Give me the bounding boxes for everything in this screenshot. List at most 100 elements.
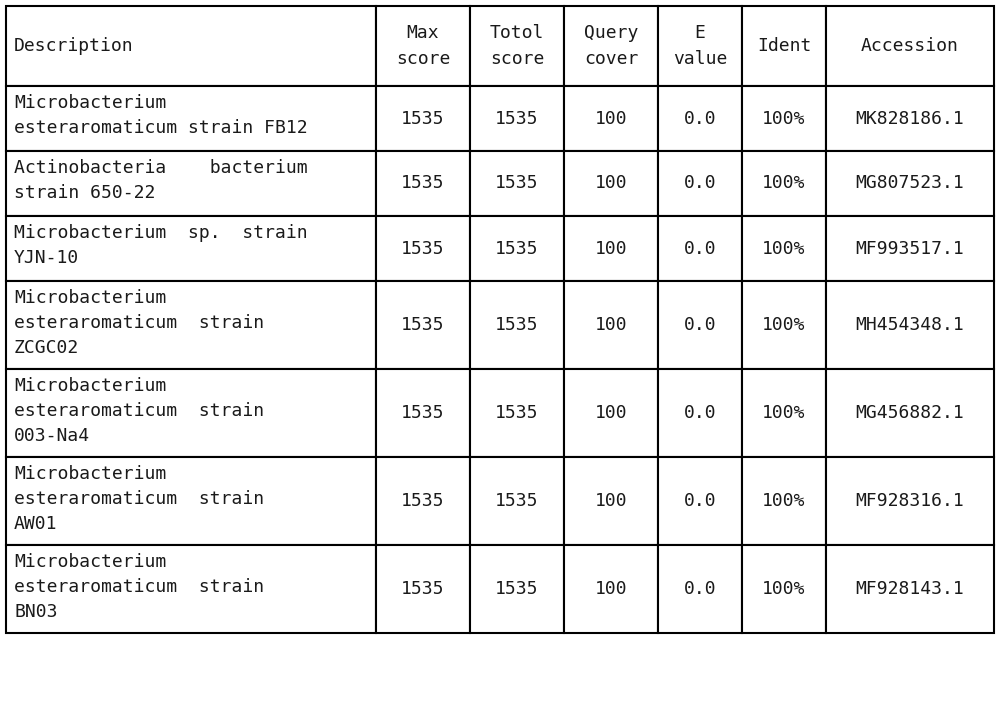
Bar bbox=[564, 457, 658, 545]
Bar bbox=[742, 545, 826, 633]
Text: 100: 100 bbox=[595, 175, 627, 193]
Text: 100%: 100% bbox=[762, 404, 806, 422]
Text: Max
score: Max score bbox=[396, 25, 450, 67]
Bar bbox=[6, 457, 376, 545]
Bar bbox=[826, 545, 994, 633]
Bar bbox=[470, 216, 564, 281]
Text: Microbacterium
esteraromaticum strain FB12: Microbacterium esteraromaticum strain FB… bbox=[14, 94, 308, 137]
Text: MK828186.1: MK828186.1 bbox=[856, 109, 964, 128]
Text: MF928316.1: MF928316.1 bbox=[856, 492, 964, 510]
Bar bbox=[6, 369, 376, 457]
Text: 0.0: 0.0 bbox=[684, 175, 716, 193]
Bar bbox=[826, 457, 994, 545]
Text: 1535: 1535 bbox=[401, 316, 445, 334]
Bar bbox=[376, 369, 470, 457]
Bar bbox=[6, 545, 376, 633]
Bar bbox=[742, 281, 826, 369]
Text: Microbacterium
esteraromaticum  strain
AW01: Microbacterium esteraromaticum strain AW… bbox=[14, 465, 264, 533]
Text: 1535: 1535 bbox=[401, 109, 445, 128]
Bar bbox=[376, 6, 470, 86]
Bar bbox=[742, 457, 826, 545]
Bar bbox=[564, 151, 658, 216]
Text: 1535: 1535 bbox=[401, 240, 445, 257]
Text: 100%: 100% bbox=[762, 109, 806, 128]
Text: 100: 100 bbox=[595, 492, 627, 510]
Text: 1535: 1535 bbox=[401, 492, 445, 510]
Text: 1535: 1535 bbox=[495, 109, 539, 128]
Text: Microbacterium
esteraromaticum  strain
BN03: Microbacterium esteraromaticum strain BN… bbox=[14, 553, 264, 621]
Bar bbox=[742, 369, 826, 457]
Bar bbox=[376, 545, 470, 633]
Bar bbox=[564, 545, 658, 633]
Text: 1535: 1535 bbox=[495, 316, 539, 334]
Text: Ident: Ident bbox=[757, 37, 811, 55]
Text: 0.0: 0.0 bbox=[684, 492, 716, 510]
Bar bbox=[658, 216, 742, 281]
Bar bbox=[742, 6, 826, 86]
Text: 1535: 1535 bbox=[401, 175, 445, 193]
Text: Microbacterium  sp.  strain
YJN-10: Microbacterium sp. strain YJN-10 bbox=[14, 224, 308, 267]
Text: Totol
score: Totol score bbox=[490, 25, 544, 67]
Bar bbox=[742, 86, 826, 151]
Text: 100: 100 bbox=[595, 580, 627, 598]
Text: 100%: 100% bbox=[762, 175, 806, 193]
Bar bbox=[376, 216, 470, 281]
Text: 100: 100 bbox=[595, 404, 627, 422]
Bar bbox=[826, 216, 994, 281]
Text: 100: 100 bbox=[595, 109, 627, 128]
Bar bbox=[658, 86, 742, 151]
Bar bbox=[826, 86, 994, 151]
Bar bbox=[826, 151, 994, 216]
Text: 1535: 1535 bbox=[495, 240, 539, 257]
Bar bbox=[470, 369, 564, 457]
Text: MG807523.1: MG807523.1 bbox=[856, 175, 964, 193]
Text: Accession: Accession bbox=[861, 37, 959, 55]
Bar bbox=[826, 6, 994, 86]
Text: 0.0: 0.0 bbox=[684, 240, 716, 257]
Text: 1535: 1535 bbox=[495, 404, 539, 422]
Text: Microbacterium
esteraromaticum  strain
ZCGC02: Microbacterium esteraromaticum strain ZC… bbox=[14, 289, 264, 357]
Text: Description: Description bbox=[14, 37, 134, 55]
Bar bbox=[6, 86, 376, 151]
Bar bbox=[564, 281, 658, 369]
Bar bbox=[470, 457, 564, 545]
Text: 1535: 1535 bbox=[495, 175, 539, 193]
Bar bbox=[376, 457, 470, 545]
Text: Microbacterium
esteraromaticum  strain
003-Na4: Microbacterium esteraromaticum strain 00… bbox=[14, 377, 264, 445]
Bar bbox=[826, 369, 994, 457]
Text: 0.0: 0.0 bbox=[684, 404, 716, 422]
Text: Query
cover: Query cover bbox=[584, 25, 638, 67]
Bar bbox=[564, 86, 658, 151]
Text: 100%: 100% bbox=[762, 492, 806, 510]
Bar bbox=[470, 6, 564, 86]
Bar bbox=[742, 151, 826, 216]
Text: 100%: 100% bbox=[762, 316, 806, 334]
Text: E
value: E value bbox=[673, 25, 727, 67]
Bar bbox=[376, 86, 470, 151]
Text: MH454348.1: MH454348.1 bbox=[856, 316, 964, 334]
Text: 1535: 1535 bbox=[495, 580, 539, 598]
Text: Actinobacteria    bacterium
strain 650-22: Actinobacteria bacterium strain 650-22 bbox=[14, 159, 308, 202]
Text: MF928143.1: MF928143.1 bbox=[856, 580, 964, 598]
Bar bbox=[658, 6, 742, 86]
Text: MG456882.1: MG456882.1 bbox=[856, 404, 964, 422]
Bar bbox=[564, 369, 658, 457]
Text: 1535: 1535 bbox=[401, 580, 445, 598]
Text: 0.0: 0.0 bbox=[684, 580, 716, 598]
Bar bbox=[658, 545, 742, 633]
Bar bbox=[564, 6, 658, 86]
Bar bbox=[658, 151, 742, 216]
Bar bbox=[742, 216, 826, 281]
Text: 100%: 100% bbox=[762, 240, 806, 257]
Text: 0.0: 0.0 bbox=[684, 316, 716, 334]
Bar bbox=[658, 457, 742, 545]
Text: 100%: 100% bbox=[762, 580, 806, 598]
Text: 100: 100 bbox=[595, 316, 627, 334]
Bar bbox=[470, 545, 564, 633]
Text: 1535: 1535 bbox=[401, 404, 445, 422]
Bar bbox=[376, 151, 470, 216]
Bar bbox=[826, 281, 994, 369]
Bar bbox=[6, 6, 376, 86]
Bar bbox=[6, 151, 376, 216]
Text: MF993517.1: MF993517.1 bbox=[856, 240, 964, 257]
